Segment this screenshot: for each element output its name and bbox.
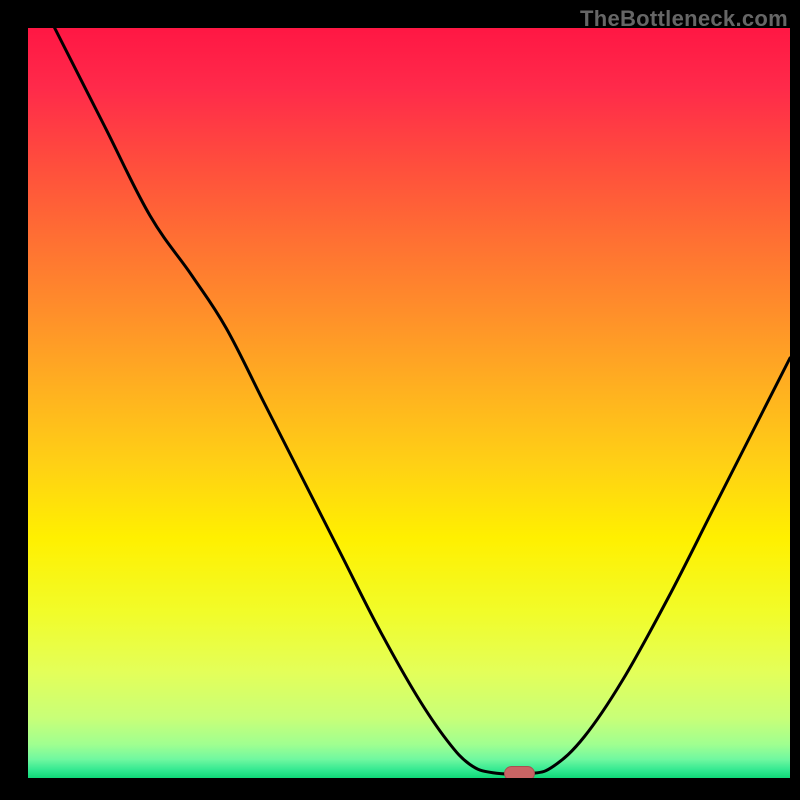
watermark-text: TheBottleneck.com <box>580 6 788 32</box>
plot-background-gradient <box>28 28 790 778</box>
chart-container: TheBottleneck.com <box>0 0 800 800</box>
optimal-point-marker <box>504 767 534 781</box>
bottleneck-chart <box>0 0 800 800</box>
